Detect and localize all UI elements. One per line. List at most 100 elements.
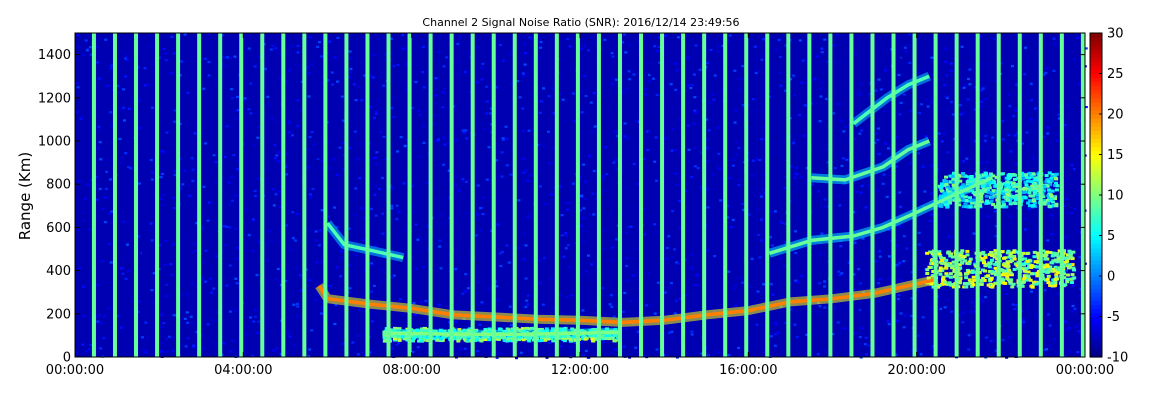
noise-cell [585, 283, 589, 286]
noise-cell [279, 122, 283, 125]
noise-cell [910, 200, 914, 203]
noise-cell [747, 213, 751, 216]
colorbar-segment [1090, 223, 1102, 228]
echo-patch-cell [948, 187, 953, 191]
echo-trace [326, 222, 404, 260]
noise-cell [636, 244, 640, 247]
noise-cell [927, 312, 931, 315]
noise-cell [626, 279, 630, 282]
noise-cell [1084, 105, 1088, 109]
noise-cell [192, 250, 196, 253]
noise-cell [778, 220, 782, 223]
noise-cell [396, 63, 400, 66]
echo-patch-cell [1069, 256, 1074, 260]
noise-cell [251, 220, 255, 223]
noise-cell [686, 124, 690, 127]
colorbar-segment [1090, 49, 1102, 54]
noise-cell [475, 81, 479, 84]
colorbar-segment [1090, 178, 1102, 184]
echo-patch-cell [957, 271, 962, 275]
noise-cell [542, 87, 546, 90]
noise-cell [994, 240, 998, 243]
colorbar-segment [1090, 255, 1102, 261]
noise-cell [298, 109, 302, 112]
echo-patch-cell [1035, 197, 1040, 201]
noise-cell [349, 67, 353, 71]
colorbar-segment [1090, 280, 1102, 285]
noise-cell [978, 59, 982, 62]
noise-cell [116, 315, 120, 318]
noise-cell [838, 90, 842, 94]
noise-cell [1073, 125, 1077, 128]
echo-patch-cell [968, 205, 973, 209]
noise-cell [629, 225, 633, 228]
noise-cell [538, 281, 542, 285]
echo-patch-cell [1029, 173, 1034, 177]
echo-patch-cell [964, 198, 969, 202]
noise-cell [206, 323, 210, 326]
noise-cell [263, 119, 267, 122]
noise-cell [894, 135, 898, 138]
stripe [491, 33, 496, 357]
echo-patch-cell [1026, 274, 1031, 278]
noise-cell [615, 167, 619, 170]
noise-cell [528, 174, 532, 177]
noise-cell [419, 300, 423, 304]
stripe [639, 33, 644, 357]
noise-cell [509, 148, 513, 151]
noise-cell [879, 88, 883, 91]
noise-cell [352, 213, 356, 216]
noise-cell [505, 164, 509, 167]
noise-cell [158, 76, 162, 79]
noise-cell [162, 50, 166, 54]
noise-cell [781, 127, 785, 130]
noise-cell [978, 297, 982, 301]
noise-cell [924, 135, 928, 138]
noise-cell [656, 229, 660, 232]
noise-cell [1024, 337, 1028, 341]
echo-patch-cell [937, 252, 942, 256]
noise-cell [621, 176, 625, 179]
noise-cell [915, 348, 919, 351]
echo-patch-cell [551, 339, 556, 343]
noise-cell [877, 152, 881, 156]
noise-cell [937, 306, 941, 309]
echo-patch-cell [1050, 281, 1055, 285]
echo-patch-cell [1032, 255, 1037, 259]
noise-cell [737, 179, 741, 182]
noise-cell [741, 104, 745, 107]
noise-cell [614, 348, 618, 351]
noise-cell [433, 94, 437, 97]
noise-cell [582, 44, 586, 48]
noise-cell [279, 206, 283, 209]
noise-cell [308, 193, 312, 196]
noise-cell [485, 100, 489, 103]
echo-patch-cell [1015, 250, 1020, 254]
noise-cell [1050, 273, 1054, 276]
noise-cell [819, 253, 823, 256]
stripe [912, 33, 917, 357]
noise-cell [348, 264, 352, 267]
noise-cell [398, 298, 402, 301]
noise-cell [511, 161, 515, 164]
noise-cell [805, 166, 809, 170]
noise-cell [192, 243, 196, 246]
noise-cell [622, 91, 626, 94]
noise-cell [601, 287, 605, 290]
noise-cell [173, 206, 177, 210]
noise-cell [795, 173, 799, 176]
noise-cell [930, 56, 934, 59]
noise-cell [778, 55, 782, 59]
noise-cell [962, 66, 966, 70]
noise-cell [1057, 235, 1061, 239]
echo-patch-cell [1020, 174, 1025, 178]
noise-cell [791, 74, 795, 77]
noise-cell [896, 319, 900, 323]
noise-cell [990, 83, 994, 86]
noise-cell [318, 229, 322, 232]
noise-cell [1009, 150, 1013, 153]
echo-patch-cell [1056, 257, 1061, 261]
noise-cell [566, 37, 570, 41]
noise-cell [255, 331, 259, 335]
